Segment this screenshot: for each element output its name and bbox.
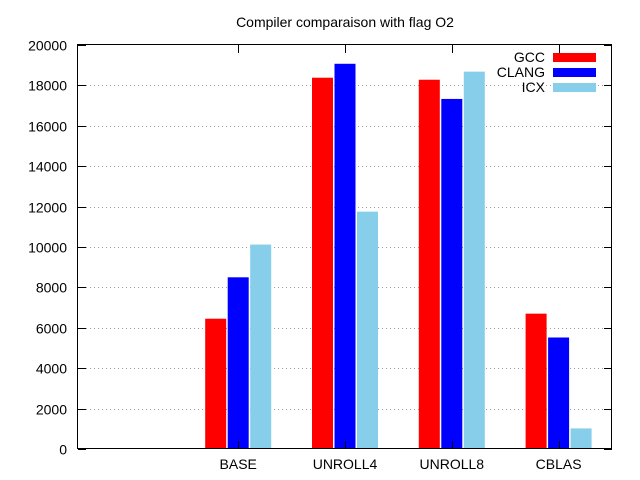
legend-label: GCC <box>514 49 545 65</box>
y-tick-label: 2000 <box>36 402 67 418</box>
x-tick-label: BASE <box>220 456 257 472</box>
chart-title: Compiler comparaison with flag O2 <box>236 14 454 30</box>
y-tick-label: 0 <box>59 442 67 458</box>
legend-swatch <box>553 68 596 77</box>
bar-icx-base <box>250 244 272 449</box>
legend-swatch <box>553 83 596 92</box>
bar-gcc-cblas <box>525 313 547 449</box>
legend-label: ICX <box>522 79 546 95</box>
x-tick-label: UNROLL8 <box>420 456 485 472</box>
y-tick-label: 10000 <box>28 240 67 256</box>
bar-clang-unroll4 <box>334 63 356 449</box>
x-axis: BASE UNROLL4 UNROLL8 CBLAS <box>220 45 582 472</box>
y-axis: 0 2000 4000 6000 8000 10000 12000 14000 16000 180… <box>28 38 612 458</box>
y-tick-label: 20000 <box>28 38 67 54</box>
x-tick-label: UNROLL4 <box>313 456 378 472</box>
y-tick-label: 16000 <box>28 119 67 135</box>
bar-gcc-unroll4 <box>312 77 333 449</box>
x-tick-label: CBLAS <box>536 456 582 472</box>
bar-clang-cblas <box>548 337 570 449</box>
legend-swatch <box>553 53 596 62</box>
plot-frame <box>77 44 612 449</box>
y-tick-label: 6000 <box>36 321 67 337</box>
bar-icx-cblas <box>570 428 592 449</box>
bar-icx-unroll4 <box>357 211 378 449</box>
bars <box>205 63 592 450</box>
bar-clang-base <box>227 277 249 449</box>
y-tick-label: 8000 <box>36 280 67 296</box>
y-tick-label: 12000 <box>28 200 67 216</box>
y-tick-label: 4000 <box>36 361 67 377</box>
bar-gcc-base <box>205 318 227 449</box>
bar-gcc-unroll8 <box>418 79 440 449</box>
grid-lines <box>78 85 612 410</box>
y-tick-label: 18000 <box>28 78 67 94</box>
legend-label: CLANG <box>497 64 545 80</box>
bar-icx-unroll8 <box>463 71 485 449</box>
bar-clang-unroll8 <box>441 98 463 450</box>
y-tick-label: 14000 <box>28 159 67 175</box>
